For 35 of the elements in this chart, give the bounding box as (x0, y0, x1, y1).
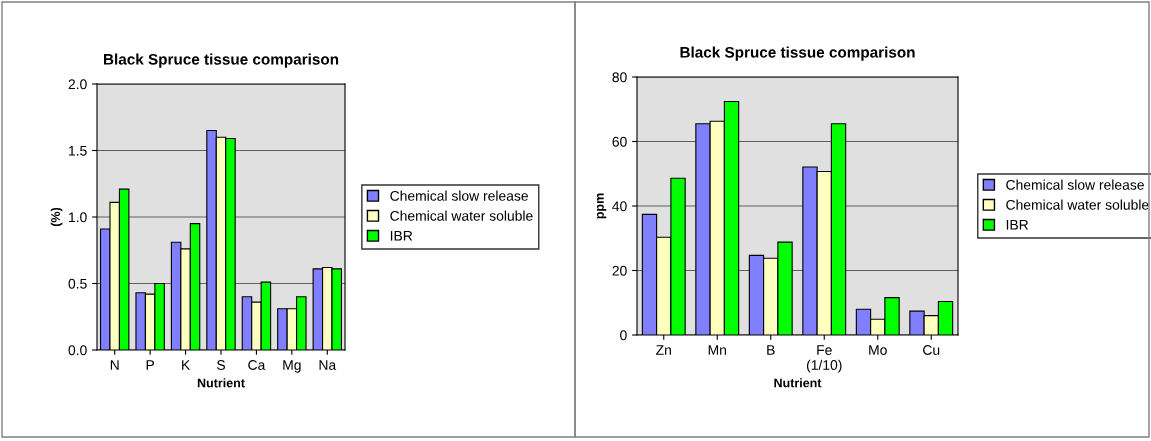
x-axis-title: Nutrient (197, 378, 245, 388)
x-tick-label: Mg (283, 360, 301, 373)
legend-label: Chemical water soluble (1006, 199, 1149, 210)
y-axis-title: ppm (596, 193, 607, 219)
x-tick-label: N (110, 360, 119, 370)
x-tick-label: Ca (248, 360, 266, 370)
legend-label: Chemical water soluble (390, 210, 533, 221)
x-tick-label: P (146, 360, 155, 370)
y-tick-label: 0 (620, 330, 627, 341)
chart-title: Black Spruce tissue comparison (104, 53, 339, 68)
x-tick-label: Na (319, 360, 337, 370)
x-tick-label: Mn (708, 345, 726, 355)
y-tick-label: 1.5 (69, 145, 87, 156)
x-axis-title: Nutrient (774, 378, 822, 388)
legend-label: Chemical slow release (390, 190, 528, 201)
y-tick-label: 1.0 (69, 212, 87, 223)
x-tick-label: Fe (1/10) (806, 345, 842, 373)
x-tick-label: K (182, 360, 191, 370)
y-axis-title: (%) (50, 207, 63, 227)
x-tick-label: B (767, 345, 775, 355)
y-tick-label: 40 (612, 201, 627, 212)
x-tick-label: Mo (869, 345, 887, 355)
y-tick-label: 60 (612, 136, 627, 147)
x-tick-label: Zn (656, 345, 671, 355)
chart-title: Black Spruce tissue comparison (680, 46, 915, 61)
legend-label: Chemical slow release (1006, 179, 1144, 190)
y-tick-label: 20 (612, 265, 627, 276)
legend-label: IBR (390, 231, 413, 241)
y-tick-label: 0.0 (68, 345, 87, 356)
y-tick-label: 2.0 (68, 79, 87, 90)
y-tick-label: 80 (612, 72, 627, 83)
legend-label: IBR (1006, 220, 1029, 230)
y-tick-label: 0.5 (68, 278, 87, 289)
x-tick-label: S (217, 360, 225, 370)
x-tick-label: Cu (923, 345, 940, 355)
